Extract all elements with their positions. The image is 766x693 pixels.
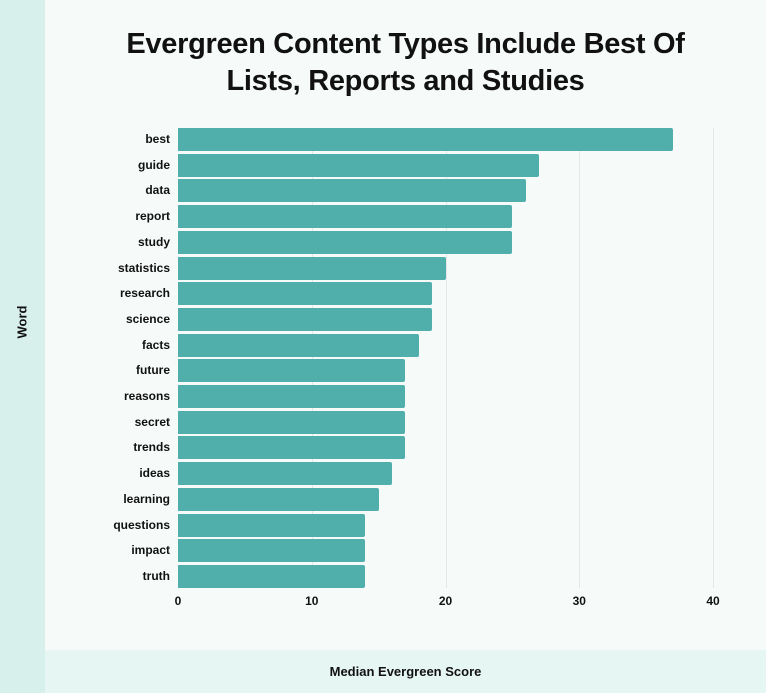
category-label: statistics	[117, 260, 170, 275]
category-label: impact	[131, 543, 170, 558]
bar-future	[178, 359, 406, 383]
bar-reasons	[178, 385, 406, 408]
category-label: ideas	[139, 466, 170, 481]
bar-data	[178, 179, 526, 203]
bar-research	[178, 282, 433, 306]
bar-questions	[178, 513, 366, 537]
category-label: guide	[138, 157, 170, 172]
category-label: facts	[141, 337, 170, 352]
category-label: reasons	[123, 389, 170, 403]
category-label: questions	[113, 517, 170, 532]
bar-report	[178, 205, 513, 229]
x-tick-label: 30	[572, 594, 586, 608]
x-tick-label: 20	[438, 594, 453, 608]
x-tick-label: 10	[305, 594, 319, 608]
x-axis-label: Median Evergreen Score	[329, 664, 482, 679]
category-label: secret	[134, 414, 170, 429]
category-label: research	[119, 286, 170, 301]
bar-secret	[178, 410, 406, 434]
x-tick-label: 0	[174, 594, 182, 608]
left-strip: Word	[0, 0, 45, 693]
category-label: report	[135, 209, 170, 224]
gridline	[311, 128, 313, 588]
chart-title: Evergreen Content Types Include Best Of …	[45, 26, 766, 100]
y-axis-label: Word	[14, 305, 30, 339]
bar-study	[178, 230, 513, 254]
category-label: data	[145, 183, 170, 198]
category-label: learning	[123, 491, 170, 506]
x-tick-label: 40	[706, 594, 720, 608]
title-line-2: Lists, Reports and Studies	[226, 65, 585, 97]
bar-impact	[178, 539, 366, 563]
category-label: study	[137, 234, 170, 249]
bar-best	[178, 128, 673, 151]
bar-guide	[178, 153, 540, 177]
gridline	[579, 128, 581, 588]
category-label: best	[145, 132, 170, 146]
title-line-1: Evergreen Content Types Include Best Of	[126, 28, 685, 60]
category-label: trends	[133, 440, 170, 455]
category-label: future	[136, 363, 170, 378]
x-axis-band: Median Evergreen Score	[45, 650, 766, 693]
bar-ideas	[178, 462, 392, 486]
category-label: truth	[142, 568, 170, 583]
bar-science	[178, 307, 433, 331]
bar-truth	[178, 564, 366, 588]
category-label: science	[125, 311, 170, 326]
bar-facts	[178, 333, 419, 357]
gridline	[713, 128, 714, 588]
gridline	[445, 128, 447, 588]
bar-trends	[178, 436, 406, 460]
bar-learning	[178, 487, 379, 511]
bar-statistics	[178, 256, 446, 280]
